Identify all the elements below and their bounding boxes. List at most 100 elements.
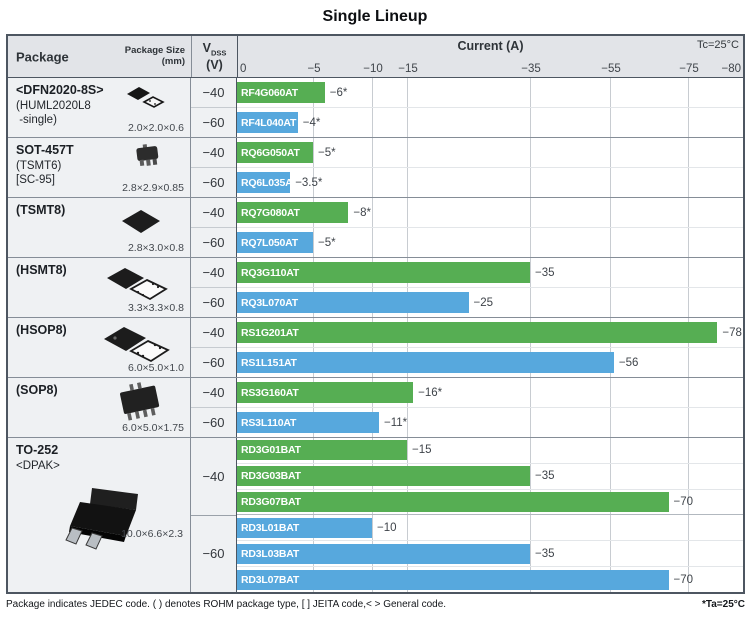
package-name-line: (SOP8) [16,383,58,397]
current-bar: RQ6L035AT [237,172,298,193]
bar-plot-area: RQ3G110AT −35 RQ3L070AT −25 [237,258,743,317]
current-bar: RD3G03BAT [237,466,530,487]
package-size: 2.0×2.0×0.6 [127,122,184,134]
vdss-column: −40 −60 [191,138,237,197]
vdss-unit: (V) [206,57,223,72]
current-value-label: −56 [618,356,639,369]
current-bar: RS1L151AT [237,352,614,373]
bar-row: RQ6L035AT −3.5* [237,167,743,197]
package-name-line: (TSMT8) [16,203,66,217]
hsop8-package-icon [100,325,176,367]
package-size: 3.3×3.3×0.8 [127,302,184,314]
current-bar: RD3G07BAT [237,492,669,513]
bar-row: RQ6G050AT −5* [237,138,743,167]
package-cell: TO-252 <DPAK> 10.0×6.6×2.3 [8,438,191,592]
bar-row: RQ7G080AT −8* [237,198,743,227]
current-bar: RQ3L070AT [237,292,469,313]
bar-row: RD3L07BAT −70 [237,566,743,592]
package-row: (SOP8) 6.0×5.0×1.75 −40 −60 RS3G160AT −16*… [8,378,743,438]
axis-tick: 0 [240,63,247,75]
vdss-symbol: VDSS [202,40,227,58]
current-value-label: −5* [318,236,336,249]
bar-row: RD3G03BAT −35 [237,462,743,489]
package-name-line: [SC-95] [16,174,55,186]
package-header-label: Package [16,49,69,64]
vdss-cell: −40 [202,468,225,484]
part-number: RD3L01BAT [241,521,300,534]
current-value-label: −16* [418,386,443,399]
lineup-table: Package Package Size (mm) VDSS (V) Curre… [6,34,745,594]
bar-plot-area: RQ7G080AT −8* RQ7L050AT −5* [237,198,743,257]
package-size: 2.8×3.0×0.8 [127,242,184,254]
bar-row: RF4L040AT −4* [237,107,743,137]
package-name-line: TO-252 [16,443,59,457]
current-value-label: −6* [329,86,348,99]
vdss-cell: −60 [191,514,236,593]
bar-row: RQ7L050AT −5* [237,227,743,257]
package-name-line: (HUML2020L8 [16,99,91,112]
vdss-cell: −40 [202,85,225,100]
package-name: SOT-457T (TSMT6) [SC-95] [16,143,184,187]
vdss-column: −40 −60 [191,318,237,377]
current-bar: RF4L040AT [237,112,298,133]
vdss-column: −40 −60 [191,438,237,592]
package-header-cell: Package Package Size (mm) [8,36,192,77]
package-cell: (HSMT8) 3.3×3.3×0.8 [8,258,191,317]
package-row: (HSOP8) 6.0×5.0×1.0 −40 −60 RS1G201AT −78 R… [8,318,743,378]
bar-row: RQ3L070AT −25 [237,287,743,317]
vdss-cell: −40 [202,205,225,220]
tc-condition-label: Tc=25°C [696,39,739,51]
current-bar: RD3G01BAT [237,440,407,461]
current-bar: RQ6G050AT [237,142,313,163]
package-cell: (HSOP8) 6.0×5.0×1.0 [8,318,191,377]
vdss-cell: −40 [202,265,225,280]
sop8-package-icon [110,382,168,422]
vdss-cell: −60 [191,227,236,257]
bar-plot-area: RQ6G050AT −5* RQ6L035AT −3.5* [237,138,743,197]
package-name-line: -single) [16,114,57,126]
axis-tick: −5 [307,63,321,75]
package-name-line: <DFN2020-8S> [16,83,104,97]
part-number: RF4L040AT [241,116,297,129]
package-cell: <DFN2020-8S> (HUML2020L8 -single) 2.0×2.0… [8,78,191,137]
bar-plot-area: RF4G060AT −6* RF4L040AT −4* [237,78,743,137]
axis-tick: −55 [601,63,621,75]
vdss-cell: −60 [191,347,236,377]
current-value-label: −78 [722,326,742,339]
part-number: RS1G201AT [241,326,299,339]
package-name: <DFN2020-8S> (HUML2020L8 -single) [16,83,184,127]
part-number: RS3L110AT [241,416,297,429]
vdss-cell: −60 [191,407,236,437]
package-size-header-label: Package Size (mm) [125,45,185,69]
package-name-line: (HSOP8) [16,323,67,337]
axis-tick: −15 [398,63,418,75]
axis-tick: −10 [363,63,383,75]
page-title: Single Lineup [322,8,428,25]
part-number: RQ6G050AT [241,146,300,159]
to252-package-icon [58,478,158,558]
vdss-column: −40 −60 [191,258,237,317]
vdss-cell: −60 [191,167,236,197]
part-number: RD3G03BAT [241,470,301,483]
package-size: 10.0×6.6×2.3 [121,528,183,540]
package-name-line: SOT-457T [16,143,74,157]
footer-asterisk-condition: *Ta=25°C [701,599,745,610]
package-row: (HSMT8) 3.3×3.3×0.8 −40 −60 RQ3G110AT −35 R… [8,258,743,318]
current-value-label: −25 [473,296,494,309]
package-name-line: (TSMT6) [16,159,62,172]
current-bar: RD3L03BAT [237,543,530,564]
package-name: (HSMT8) [16,263,184,279]
vdss-cell: −40 [202,385,225,400]
current-bar: RD3L07BAT [237,569,669,590]
current-header-cell: Current (A) Tc=25°C 0 −5 −10 −15 −35 −55 −75 −8… [238,36,743,77]
current-header-top: Current (A) Tc=25°C [238,36,743,55]
package-name: TO-252 <DPAK> [16,443,184,473]
tsmt8-package-icon [120,209,162,235]
current-value-label: −5* [318,146,336,159]
current-value-label: −4* [302,116,321,129]
bar-row: RF4G060AT −6* [237,78,743,107]
vdss-cell: −60 [191,107,236,137]
part-number: RD3G07BAT [241,496,301,509]
current-bar: RD3L01BAT [237,517,372,538]
part-number: RQ6L035AT [241,176,298,189]
